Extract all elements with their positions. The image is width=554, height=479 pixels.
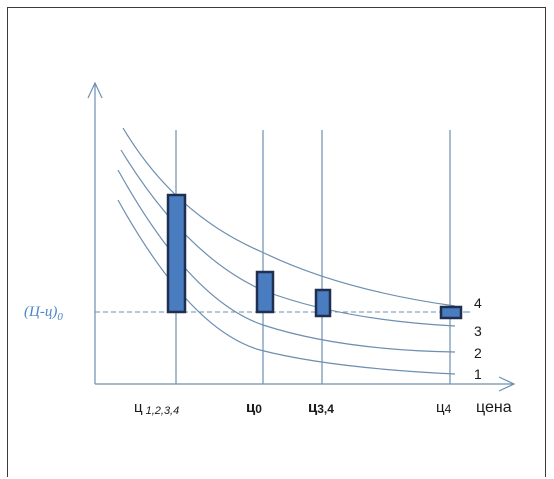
curve-label-3: 3 [474, 323, 482, 339]
x-tick-price-0-sub: 0 [255, 402, 262, 416]
bar-price-1234 [166, 193, 187, 314]
x-tick-price-4-main: ц [436, 399, 445, 416]
bar-price-4 [439, 305, 463, 320]
curve-label-2: 2 [474, 345, 482, 361]
x-tick-price-0-main: ц [246, 399, 256, 416]
bar-price-0 [255, 270, 275, 314]
x-tick-price-1234: ц 1,2,3,4 [134, 399, 179, 417]
curve-label-1: 1 [474, 366, 482, 382]
curve-4 [122, 127, 456, 307]
x-axis-arrow [498, 376, 516, 392]
y-axis-label: (Ц-ц)0 [24, 304, 63, 323]
x-tick-price-0: ц0 [246, 399, 262, 416]
x-tick-price-1234-sub: 1,2,3,4 [146, 405, 180, 417]
x-tick-price-34-sub: 3,4 [317, 402, 334, 416]
y-axis-label-main: (Ц-ц) [24, 304, 57, 320]
curve-2 [117, 169, 456, 353]
curve-1 [117, 199, 456, 375]
x-tick-price-4-sub: 4 [445, 402, 452, 416]
x-tick-price-1234-main: ц [134, 399, 143, 416]
curve-label-4: 4 [474, 295, 482, 311]
bar-price-34 [314, 288, 332, 318]
y-axis-label-sub: 0 [57, 311, 63, 323]
x-tick-price-34: ц3,4 [308, 399, 334, 416]
y-axis-arrow [87, 81, 103, 99]
x-tick-price-4: ц4 [436, 399, 452, 416]
x-tick-price-34-main: ц [308, 399, 318, 416]
x-axis-label: цена [476, 399, 512, 416]
figure-frame [7, 7, 546, 477]
